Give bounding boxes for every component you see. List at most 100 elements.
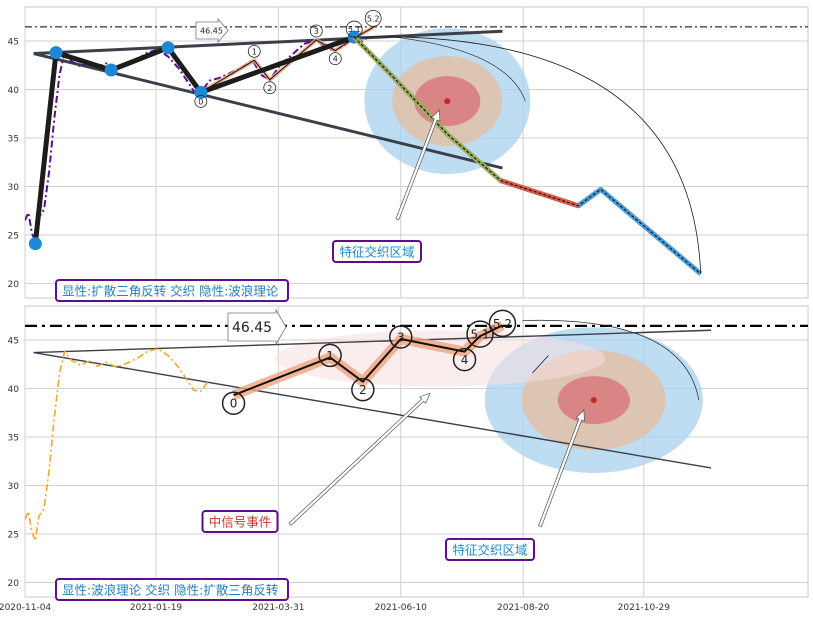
caption-box	[55, 279, 289, 302]
wave-point-text: 5.1	[348, 25, 361, 34]
x-tick-label: 2021-10-29	[618, 603, 671, 613]
bottom-panel: 20 25 30 35 40 45 0 1 2 3 45.15.2 46.45 中信号事件特征交织区域显…	[8, 305, 809, 601]
y-tick-label: 20	[8, 280, 20, 290]
pivot-marker	[28, 237, 42, 251]
pivot-zigzag-line	[32, 34, 356, 244]
triangle-boundary-line	[33, 29, 503, 56]
reference-value-callout: 46.45	[227, 308, 287, 346]
wave-point-text: 3	[397, 330, 405, 344]
wave-point-circle	[247, 44, 261, 58]
wave-point-text: 1	[252, 47, 257, 56]
triangle-boundary-line	[33, 329, 712, 354]
annotation-arrow	[395, 109, 441, 221]
y-tick-label: 20	[8, 579, 20, 589]
y-tick-label: 40	[8, 86, 20, 96]
wave-point-label: 5.1	[345, 20, 363, 38]
wave-point-circle	[364, 9, 382, 27]
wave-point-circle	[452, 347, 477, 372]
wave-point-text: 2	[267, 84, 272, 93]
wave-point-label: 2	[263, 81, 277, 95]
wave-point-text: 4	[333, 55, 338, 64]
price-series-line	[25, 36, 369, 246]
x-tick-label: 2021-03-31	[252, 603, 304, 613]
reference-value-text: 46.45	[200, 27, 223, 36]
reference-value-callout: 46.45	[195, 17, 229, 44]
annotation-text: 特征交织区域	[452, 543, 527, 558]
panel-caption: 显性:波浪理论 交织 隐性:扩散三角反转	[55, 578, 289, 601]
zone-center-marker	[590, 397, 597, 404]
wave-point-circle	[309, 24, 323, 38]
zone-center-marker	[444, 98, 451, 105]
pivot-marker	[104, 63, 118, 77]
annotation-text: 中信号事件	[209, 515, 272, 530]
y-tick-label: 35	[8, 134, 19, 144]
wave-point-circle	[318, 343, 342, 368]
annotation-arrow	[538, 409, 585, 528]
triangle-boundary-line	[33, 351, 712, 469]
annotation-box	[332, 240, 422, 263]
wave-point-label: 3	[389, 325, 413, 349]
wave-point-label: 5.2	[488, 309, 517, 338]
annotation-arrow-shape	[288, 392, 431, 526]
annotation-arrow-shape	[538, 409, 585, 528]
annotation-arrow-shape	[395, 109, 441, 221]
wave-point-label: 2	[351, 377, 375, 402]
x-tick-label: 2021-08-20	[497, 603, 550, 613]
wave-point-label: 5.1	[466, 320, 494, 348]
y-tick-label: 25	[8, 231, 19, 241]
wave-point-label: 0	[221, 391, 246, 415]
wave-point-text: 5.1	[471, 328, 490, 342]
plot-content: 0 1 2 3 45.15.2 46.45	[25, 308, 808, 544]
wave-point-circle	[263, 81, 277, 95]
x-tick-label: 2021-01-19	[130, 603, 183, 613]
callout-arrow-shape	[227, 308, 287, 346]
wave-point-label: 4	[452, 347, 477, 372]
projection-arc	[354, 36, 702, 274]
wave-point-text: 4	[461, 353, 469, 367]
pivot-marker	[49, 46, 63, 60]
wave-point-circle	[389, 325, 413, 349]
top-panel: 20 25 30 35 40 45 0 1 2 3 4 5.1 5.2 46.45 特征交织区域显性:扩散三…	[8, 6, 809, 302]
x-tick-label: 2021-06-10	[375, 603, 428, 613]
wave-point-text: 1	[326, 349, 334, 363]
wave-line	[233, 324, 503, 397]
callout-arrow-shape	[195, 17, 229, 44]
caption-box	[55, 578, 289, 601]
wave-point-circle	[345, 20, 363, 38]
annotation-box	[445, 538, 535, 561]
plot-content: 0 1 2 3 4 5.1 5.2 46.45	[25, 9, 808, 276]
wave-point-text: 5.2	[493, 317, 512, 331]
wave-point-text: 2	[359, 383, 367, 397]
annotation-label: 特征交织区域	[332, 240, 422, 263]
projection-arc	[522, 319, 700, 401]
annotation-box	[201, 510, 279, 533]
annotation-arrow	[288, 392, 431, 526]
wave-point-label: 0	[194, 94, 208, 108]
pivot-marker	[161, 41, 175, 55]
reference-value-text: 46.45	[232, 320, 272, 336]
wave-point-circle	[221, 391, 246, 415]
y-tick-label: 45	[8, 336, 19, 346]
wave-point-circle	[466, 320, 494, 348]
wave-point-label: 5.2	[364, 9, 382, 27]
y-tick-label: 35	[8, 433, 19, 443]
price-series-line	[25, 347, 211, 544]
pivot-marker	[194, 85, 208, 99]
caption-text: 显性:扩散三角反转 交织 隐性:波浪理论	[62, 284, 279, 299]
wave-point-text: 0	[198, 97, 203, 106]
wave-point-text: 3	[314, 27, 319, 36]
wave-point-label: 1	[318, 343, 342, 368]
wave-point-circle	[194, 94, 208, 108]
y-tick-label: 30	[8, 482, 20, 492]
panel-caption: 显性:扩散三角反转 交织 隐性:波浪理论	[55, 279, 289, 302]
x-tick-label: 2020-11-04	[0, 603, 51, 613]
annotation-label: 特征交织区域	[445, 538, 535, 561]
wave-point-text: 0	[230, 397, 238, 411]
projection-path-line	[353, 36, 702, 275]
caption-text: 显性:波浪理论 交织 隐性:扩散三角反转	[62, 583, 278, 598]
wave-point-text: 5.2	[367, 14, 380, 23]
x-axis: 2020-11-04 2021-01-19 2021-03-31 2021-06-10…	[0, 603, 670, 613]
y-tick-label: 25	[8, 530, 19, 540]
